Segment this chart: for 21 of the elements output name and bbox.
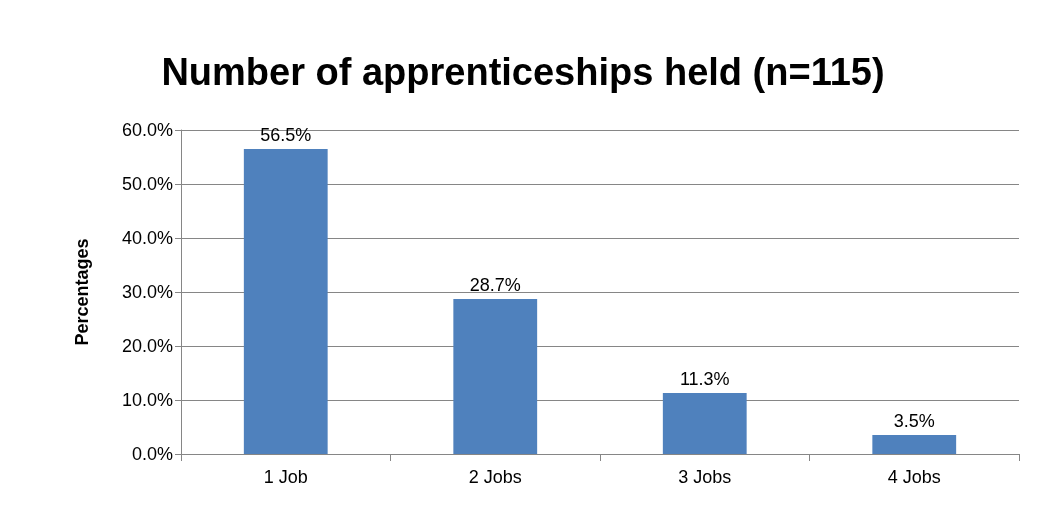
data-label: 3.5% (893, 411, 935, 432)
x-tick-label: 1 Job (263, 467, 308, 487)
data-label: 56.5% (260, 124, 312, 145)
y-tick-label: 50.0% (121, 174, 173, 194)
bar (662, 392, 747, 454)
chart-title: Number of apprenticeships held (n=115) (161, 51, 885, 93)
y-tick-label: 60.0% (121, 120, 173, 140)
y-tick-label: 0.0% (131, 444, 173, 464)
y-axis-title: Percentages (72, 238, 92, 346)
x-tick-label: 4 Jobs (887, 467, 941, 487)
y-tick-label: 10.0% (121, 390, 173, 410)
bar (453, 299, 538, 454)
x-tick-label: 2 Jobs (468, 467, 522, 487)
y-tick-label: 40.0% (121, 228, 173, 248)
y-tick-label: 30.0% (121, 282, 173, 302)
data-label: 11.3% (679, 368, 730, 389)
x-tick-label: 3 Jobs (678, 467, 732, 487)
data-label: 28.7% (469, 275, 521, 296)
bar (243, 148, 328, 454)
y-tick-label: 20.0% (121, 336, 173, 356)
bar (872, 435, 957, 454)
